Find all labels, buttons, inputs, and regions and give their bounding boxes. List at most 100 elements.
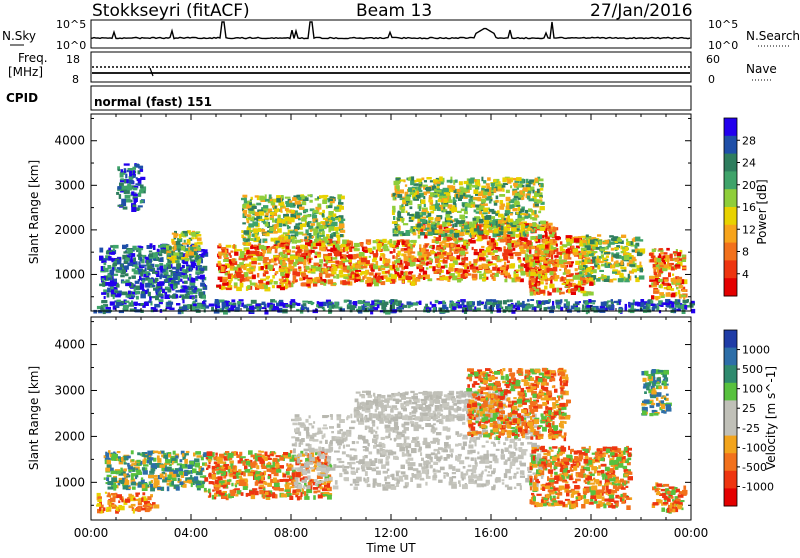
data-cell [629,264,635,267]
data-cell [139,190,144,194]
data-cell [340,234,344,237]
data-cell [247,277,252,280]
data-cell [397,218,400,221]
data-cell [314,239,317,243]
data-cell [113,295,115,299]
colorbar-swatch [724,171,737,189]
data-cell [393,241,396,245]
data-cell [513,183,518,186]
data-cell [422,209,428,212]
data-cell [238,279,240,281]
colorbar-swatch [724,136,737,154]
data-cell [172,241,176,245]
data-cell [538,234,542,239]
data-cell [393,208,395,213]
data-cell [540,290,542,294]
data-cell [408,305,413,307]
data-cell [116,494,122,498]
data-cell [269,194,272,199]
data-cell [408,272,412,275]
data-cell [285,208,289,211]
data-cell [452,306,456,310]
data-cell [469,179,475,184]
data-cell [182,265,185,268]
data-cell [149,253,153,257]
data-cell [265,213,268,216]
data-cell [472,269,476,272]
data-cell [492,211,496,215]
data-cell [148,292,151,297]
data-cell [169,270,173,272]
data-cell [679,258,683,261]
data-cell [463,241,466,246]
data-cell [550,250,554,255]
data-cell [517,240,520,242]
data-cell [154,304,160,308]
data-cell [448,267,453,271]
data-cell [124,190,130,194]
data-cell [337,238,340,242]
data-region [93,299,695,315]
data-cell [134,270,139,274]
data-cell [292,239,295,244]
data-cell [567,271,570,274]
data-cell [127,263,133,267]
data-cell [293,256,299,260]
data-cell [459,182,461,185]
data-cell [142,492,145,495]
data-cell [117,294,122,297]
data-cell [559,237,561,240]
data-cell [330,274,332,277]
data-cell [484,216,490,220]
data-cell [510,267,515,269]
data-cell [301,253,307,256]
data-cell [419,265,423,269]
data-cell [571,292,576,296]
data-cell [225,307,229,309]
data-cell [273,301,277,303]
data-cell [440,277,446,280]
colorbar-tick-label: 20 [742,179,756,192]
data-cell [257,273,259,278]
data-cell [541,265,545,269]
data-cell [657,269,659,273]
data-cell [422,217,426,219]
data-cell [419,206,421,211]
data-cell [382,254,385,259]
data-cell [120,275,125,278]
data-cell [443,260,448,264]
data-cell [154,307,156,310]
data-cell [109,270,113,275]
data-cell [246,250,249,255]
data-cell [676,279,681,283]
data-cell [113,245,119,249]
data-cell [129,171,132,174]
data-cell [670,259,673,262]
data-cell [465,273,468,277]
data-cell [575,268,578,271]
data-cell [176,265,179,269]
freq-panel: Freq. [MHz] 18 8 60 0 Nave [8,51,777,86]
data-cell [538,211,541,214]
data-cell [394,231,398,234]
data-cell [254,238,256,241]
data-cell [248,208,254,210]
colorbar-swatch [724,225,737,243]
data-cell [535,178,538,182]
data-cell [350,305,356,308]
freq-unit-label: [MHz] [8,65,43,79]
data-cell [483,208,488,213]
data-cell [439,176,443,181]
data-cell [395,256,398,259]
data-cell [180,289,185,293]
data-cell [418,228,420,231]
data-cell [490,274,493,277]
data-cell [258,219,264,221]
data-cell [566,238,570,242]
colorbar-tick-label: 24 [742,157,756,170]
data-cell [251,269,255,271]
noise-left-tick-top: 10^5 [56,18,86,31]
data-cell [424,180,427,182]
data-cell [300,224,302,229]
data-cell [176,233,178,236]
